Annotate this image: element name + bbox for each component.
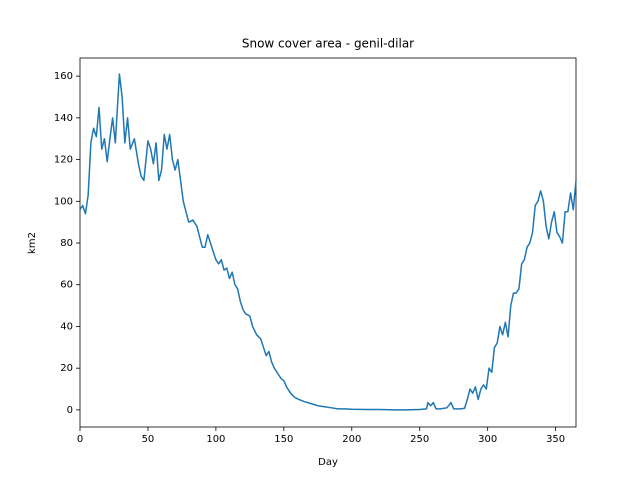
x-axis-label: Day (318, 457, 338, 468)
x-tick-label: 350 (546, 434, 565, 445)
y-tick-label: 40 (60, 321, 73, 332)
x-tick-label: 200 (342, 434, 361, 445)
y-tick-label: 100 (54, 196, 73, 207)
plot-frame (79, 57, 577, 428)
data-line (79, 73, 577, 411)
y-tick-label: 20 (60, 363, 73, 374)
y-tick-label: 120 (54, 155, 73, 166)
y-axis-label: km2 (27, 232, 38, 254)
y-tick-label: 160 (54, 71, 73, 82)
x-tick-label: 100 (206, 434, 225, 445)
x-tick-label: 300 (478, 434, 497, 445)
x-tick-label: 50 (142, 434, 155, 445)
y-tick-label: 80 (60, 238, 73, 249)
x-tick-label: 250 (410, 434, 429, 445)
y-tick-label: 60 (60, 280, 73, 291)
chart-title: Snow cover area - genil-dilar (242, 37, 414, 51)
y-tick-label: 0 (67, 405, 73, 416)
y-tick-label: 140 (54, 113, 73, 124)
x-tick-label: 150 (274, 434, 293, 445)
x-tick-label: 0 (77, 434, 83, 445)
